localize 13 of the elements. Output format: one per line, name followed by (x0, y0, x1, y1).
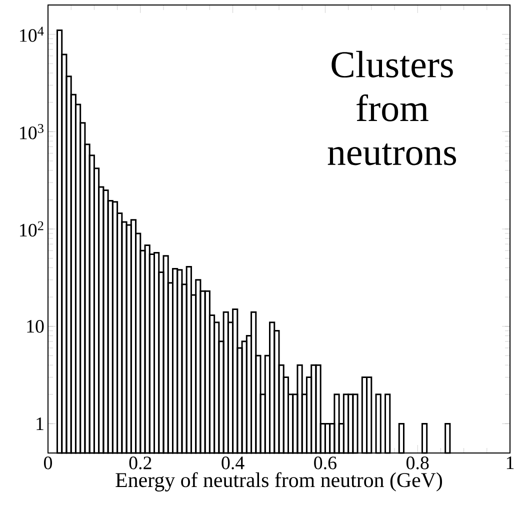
y-tick-label: 1 (36, 417, 44, 430)
x-tick-label: 0.4 (222, 456, 244, 470)
x-tick-label: 0.8 (406, 456, 429, 470)
x-tick-label: 0 (44, 456, 52, 470)
annotation: Clusters from neutrons (328, 50, 456, 166)
y-tick-label: 10$^{2}$ (20, 221, 44, 237)
x-tick-label: 0.6 (314, 456, 336, 470)
y-tick-label: 10 (27, 320, 44, 333)
x-axis-title: Energy of neutrals from neutron (GeV) (116, 472, 442, 492)
x-tick-label: 0.2 (129, 456, 152, 470)
x-tick-label: 1 (506, 456, 514, 470)
y-tick-label: 10$^{3}$ (20, 124, 44, 140)
y-tick-label: 10$^{4}$ (20, 26, 44, 42)
